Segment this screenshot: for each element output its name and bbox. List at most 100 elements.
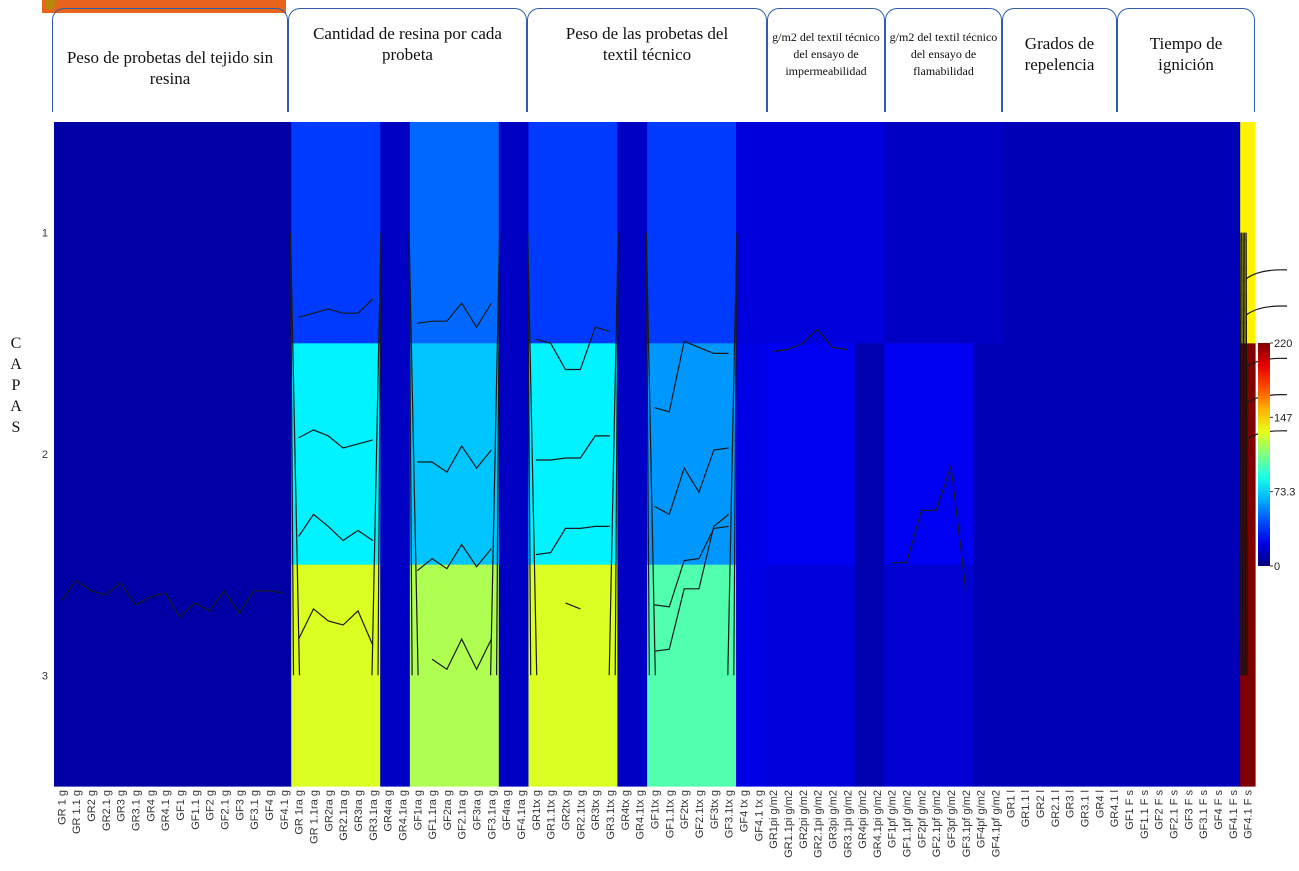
bracket-line bbox=[645, 232, 656, 676]
heatmap-cell bbox=[973, 564, 989, 787]
heatmap-cell bbox=[202, 343, 218, 566]
heatmap-cell bbox=[320, 564, 337, 787]
heatmap-cell bbox=[587, 343, 604, 566]
heatmap-cell bbox=[676, 122, 693, 344]
group-header: g/m2 del textil técnico del ensayo de im… bbox=[767, 8, 885, 112]
heatmap-cell bbox=[587, 122, 604, 344]
heatmap-cell bbox=[558, 122, 574, 344]
heatmap-cell bbox=[1032, 343, 1049, 566]
heatmap-cell bbox=[454, 122, 470, 344]
x-tick-label: GR1tx g bbox=[531, 790, 543, 830]
x-tick-label: GF4.1 F s bbox=[1228, 790, 1240, 839]
x-tick-label: GF3.1 F s bbox=[1198, 790, 1210, 839]
heatmap-cell bbox=[854, 343, 871, 566]
heatmap-cell bbox=[661, 343, 678, 566]
heatmap-cell bbox=[409, 122, 426, 344]
profile-line bbox=[565, 602, 581, 610]
heatmap-cell bbox=[98, 122, 114, 344]
heatmap-cell bbox=[1062, 564, 1078, 787]
heatmap-cell bbox=[1180, 122, 1197, 344]
heatmap-cell bbox=[572, 122, 589, 344]
heatmap-cell bbox=[380, 343, 396, 566]
heatmap-cell bbox=[483, 564, 500, 787]
x-tick-label: GF1 F s bbox=[1124, 790, 1136, 830]
heatmap-cell bbox=[276, 564, 292, 787]
heatmap-cell bbox=[647, 564, 663, 787]
x-tick-label: GF2pf g/m2 bbox=[916, 790, 928, 848]
x-tick-label: GF1ra g bbox=[412, 790, 424, 830]
heatmap-cell bbox=[810, 564, 826, 787]
heatmap-cell bbox=[513, 343, 530, 566]
x-tick-label: GF2.1pf g/m2 bbox=[931, 790, 943, 857]
heatmap-cell bbox=[899, 343, 915, 566]
x-tick-label: GR 1.1ra g bbox=[309, 790, 321, 844]
heatmap-cell bbox=[602, 122, 619, 344]
heatmap-cell bbox=[617, 343, 633, 566]
heatmap-cell bbox=[424, 122, 441, 344]
heatmap-cell bbox=[543, 343, 559, 566]
heatmap-cell bbox=[395, 564, 411, 787]
heatmap-cell bbox=[558, 564, 574, 787]
group-header-label: Peso de probetas del tejido sin resina bbox=[66, 48, 274, 88]
heatmap-cell bbox=[825, 343, 841, 566]
y-axis-label-letter: A bbox=[10, 356, 22, 373]
heatmap-cell bbox=[795, 343, 811, 566]
heatmap-cell bbox=[1180, 343, 1197, 566]
heatmap-cell bbox=[454, 343, 470, 566]
heatmap-cell bbox=[142, 343, 159, 566]
heatmap-cell bbox=[1047, 564, 1063, 787]
heatmap-cell bbox=[691, 564, 707, 787]
group-header: g/m2 del textil técnico del ensayo de fl… bbox=[885, 8, 1002, 112]
heatmap-cell bbox=[439, 122, 455, 344]
heatmap-cell bbox=[128, 564, 144, 787]
heatmap-cell bbox=[899, 564, 915, 787]
heatmap-cell bbox=[1136, 564, 1152, 787]
x-tick-label: GR4.1pi g/m2 bbox=[872, 790, 884, 858]
heatmap-cell bbox=[839, 122, 856, 344]
heatmap-cell bbox=[676, 564, 693, 787]
heatmap-cell bbox=[187, 343, 203, 566]
heatmap-cell bbox=[1151, 343, 1167, 566]
heatmap-cell bbox=[335, 343, 352, 566]
heatmap-cell bbox=[558, 343, 574, 566]
bracket-line bbox=[608, 232, 619, 676]
heatmap-cell bbox=[320, 343, 337, 566]
x-tick-label: GF2.1 F s bbox=[1169, 790, 1181, 839]
x-tick-label: GR1 l bbox=[1005, 790, 1017, 818]
heatmap-cell bbox=[572, 343, 589, 566]
heatmap-cell bbox=[1166, 343, 1182, 566]
heatmap-cell bbox=[1225, 564, 1241, 787]
x-tick-label: GF2.1ra g bbox=[457, 790, 469, 840]
heatmap-cell bbox=[721, 564, 737, 787]
heatmap-cell bbox=[68, 343, 85, 566]
heatmap-cell bbox=[291, 343, 307, 566]
logo-mark-icon bbox=[45, 0, 55, 10]
heatmap-cell bbox=[958, 564, 974, 787]
heatmap-cell bbox=[1180, 564, 1197, 787]
profile-line bbox=[417, 444, 492, 473]
x-tick-label: GR4 g bbox=[145, 790, 157, 822]
heatmap-cell bbox=[1047, 343, 1063, 566]
heatmap-cell bbox=[1136, 343, 1152, 566]
heatmap-cell bbox=[988, 122, 1004, 344]
heatmap-cell bbox=[736, 122, 752, 344]
x-tick-label: GR2pi g/m2 bbox=[798, 790, 810, 849]
heatmap-cell bbox=[691, 122, 707, 344]
x-tick-label: GF1.1 g bbox=[190, 790, 202, 830]
heatmap-cell bbox=[291, 122, 307, 344]
x-tick-label: GR4ra g bbox=[383, 790, 395, 832]
heatmap-cell bbox=[765, 343, 782, 566]
x-tick-label: GR3 l bbox=[1065, 790, 1077, 818]
heatmap-cell bbox=[380, 564, 396, 787]
x-tick-label: GF4ra g bbox=[501, 790, 513, 830]
heatmap-cell bbox=[395, 343, 411, 566]
heatmap-cell bbox=[869, 122, 885, 344]
heatmap-cell bbox=[617, 564, 633, 787]
heatmap-cell bbox=[825, 122, 841, 344]
heatmap-cell bbox=[439, 343, 455, 566]
heatmap-cell bbox=[780, 343, 796, 566]
publisher-logo bbox=[42, 0, 286, 13]
x-tick-label: GF4 tx g bbox=[739, 790, 751, 832]
heatmap-cell bbox=[1210, 343, 1226, 566]
heatmap-cell bbox=[483, 122, 500, 344]
